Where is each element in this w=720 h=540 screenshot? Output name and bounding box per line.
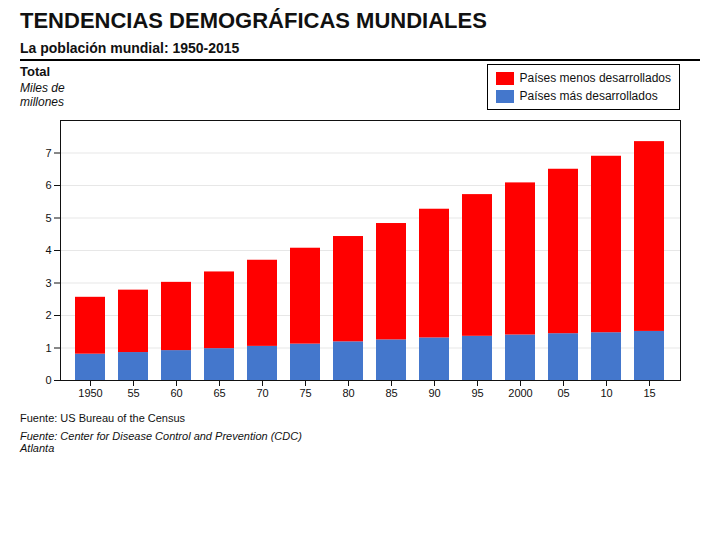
svg-text:70: 70: [256, 387, 268, 399]
html-text:TENDENCIAS DEMOGRÁFICAS MUNDIA: TENDENCIAS DEMOGRÁFICAS MUNDIALES: [20, 8, 487, 33]
svg-text:0: 0: [45, 374, 51, 386]
html-text:Países menos desarrollados: Países menos desarrollados: [519, 71, 671, 85]
svg-text:60: 60: [170, 387, 182, 399]
svg-text:15: 15: [643, 387, 655, 399]
svg-text:2000: 2000: [508, 387, 532, 399]
svg-text:80: 80: [342, 387, 354, 399]
svg-text:55: 55: [127, 387, 139, 399]
html-text:Países más desarrollados: Países más desarrollados: [519, 89, 658, 103]
svg-text:10: 10: [600, 387, 612, 399]
svg-text:85: 85: [385, 387, 397, 399]
svg-text:7: 7: [45, 147, 51, 159]
html-text:La población mundial: 1950-201: La población mundial: 1950-2015: [20, 40, 240, 56]
svg-text:5: 5: [45, 212, 51, 224]
html-text:Miles de millones: Miles de millones: [20, 81, 65, 109]
html-text:Fuente: US Bureau of the Censu: Fuente: US Bureau of the Census: [20, 412, 186, 424]
html-text:Fuente: Center for Disease Con: Fuente: Center for Disease Control and P…: [20, 430, 302, 454]
svg-text:75: 75: [299, 387, 311, 399]
svg-text:90: 90: [428, 387, 440, 399]
svg-text:1: 1: [45, 342, 51, 354]
svg-text:6: 6: [45, 179, 51, 191]
svg-text:95: 95: [471, 387, 483, 399]
html-text:Total: Total: [20, 64, 51, 79]
svg-text:4: 4: [45, 244, 51, 256]
svg-text:65: 65: [213, 387, 225, 399]
svg-text:1950: 1950: [78, 387, 102, 399]
svg-text:3: 3: [45, 277, 51, 289]
svg-text:05: 05: [557, 387, 569, 399]
svg-text:2: 2: [45, 309, 51, 321]
